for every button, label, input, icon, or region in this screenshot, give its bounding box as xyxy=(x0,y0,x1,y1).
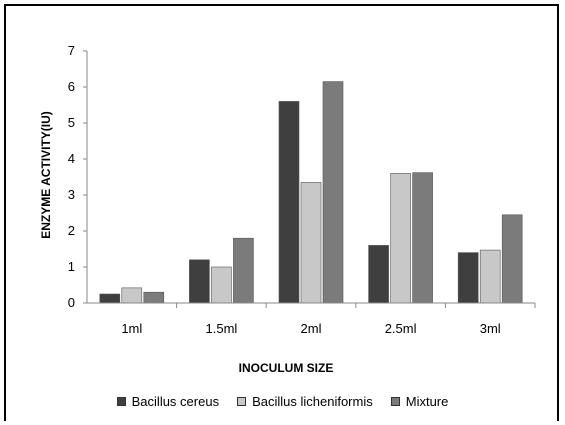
bar-bacillus-cereus xyxy=(100,294,120,303)
bar-bacillus-licheniformis xyxy=(211,267,231,303)
legend-label: Bacillus cereus xyxy=(132,394,219,409)
x-axis: 1ml 1.5ml 2ml 2.5ml 3ml xyxy=(87,303,535,336)
bar-bacillus-cereus xyxy=(189,260,209,303)
legend-item: Bacillus licheniformis xyxy=(237,394,373,409)
bar-mixture xyxy=(233,238,253,303)
legend-item: Bacillus cereus xyxy=(117,394,219,409)
y-axis: 0 1 2 3 4 5 6 7 xyxy=(68,43,87,310)
y-tick-label: 3 xyxy=(68,187,75,202)
bar-mixture xyxy=(144,292,164,303)
y-tick-label: 4 xyxy=(68,151,75,166)
x-axis-title: INOCULUM SIZE xyxy=(239,361,334,375)
y-tick-label: 7 xyxy=(68,43,75,58)
y-tick-label: 1 xyxy=(68,259,75,274)
y-axis-title: ENZYME ACTIVITY(IU) xyxy=(39,111,53,239)
bar-bacillus-licheniformis xyxy=(122,288,142,303)
x-tick-label: 2ml xyxy=(301,321,322,336)
bar-bacillus-licheniformis xyxy=(480,250,500,303)
legend-item: Mixture xyxy=(391,394,449,409)
x-tick-label: 3ml xyxy=(480,321,501,336)
x-tick-label: 1.5ml xyxy=(206,321,238,336)
bar-bacillus-cereus xyxy=(279,101,299,303)
y-tick-label: 2 xyxy=(68,223,75,238)
legend-swatch xyxy=(117,397,126,406)
bar-bacillus-cereus xyxy=(458,253,478,303)
legend-swatch xyxy=(391,397,400,406)
legend-label: Mixture xyxy=(406,394,449,409)
y-tick-label: 5 xyxy=(68,115,75,130)
legend-swatch xyxy=(237,397,246,406)
bar-mixture xyxy=(323,82,343,303)
bar-bacillus-cereus xyxy=(369,245,389,303)
bar-bacillus-licheniformis xyxy=(301,182,321,303)
bar-mixture xyxy=(413,173,433,303)
y-tick-label: 0 xyxy=(68,295,75,310)
bar-mixture xyxy=(502,215,522,303)
bar-bacillus-licheniformis xyxy=(391,173,411,303)
legend: Bacillus cereus Bacillus licheniformis Mix… xyxy=(0,394,565,409)
y-tick-label: 6 xyxy=(68,79,75,94)
bars-group xyxy=(100,82,522,303)
x-tick-label: 1ml xyxy=(121,321,142,336)
legend-label: Bacillus licheniformis xyxy=(252,394,373,409)
x-tick-label: 2.5ml xyxy=(385,321,417,336)
